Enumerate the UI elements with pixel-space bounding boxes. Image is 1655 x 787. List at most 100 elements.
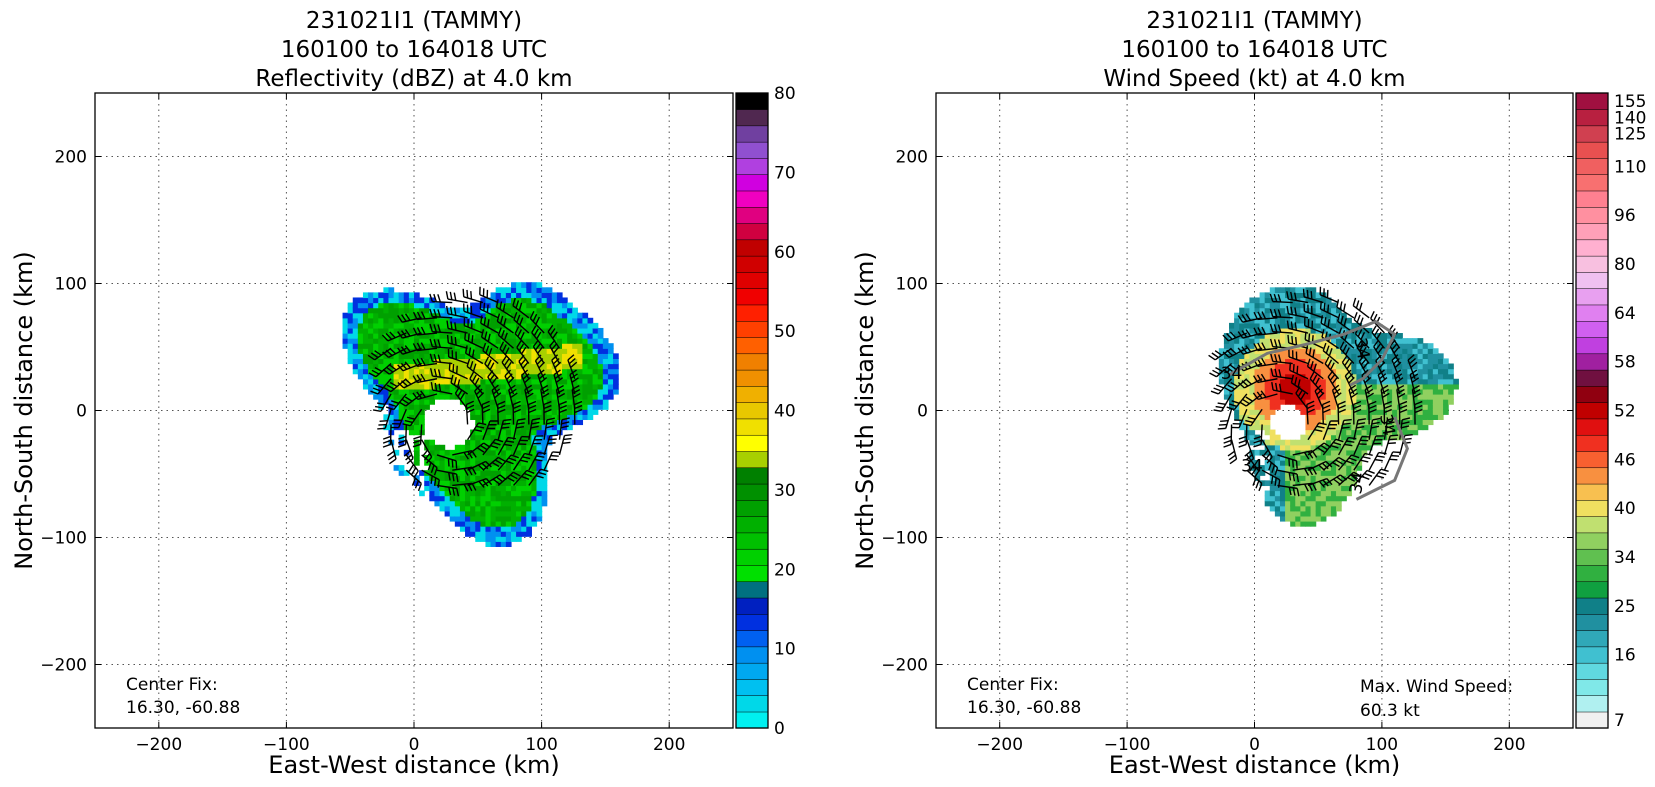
data-cell xyxy=(1336,429,1342,436)
data-cell xyxy=(434,353,441,360)
data-cell xyxy=(556,312,563,319)
data-cell xyxy=(536,444,543,451)
wind-barb-feather xyxy=(464,331,467,340)
data-cell xyxy=(1264,353,1271,360)
data-cell xyxy=(531,444,538,451)
wind-barb-feather xyxy=(514,326,520,334)
wind-barb-feather xyxy=(1386,421,1395,425)
data-cell xyxy=(495,536,502,542)
data-cell xyxy=(439,333,446,339)
data-cell xyxy=(459,388,466,395)
data-cell xyxy=(607,348,614,354)
wind-barb-feather xyxy=(480,315,483,324)
data-cell xyxy=(1341,490,1347,497)
data-cell xyxy=(597,363,604,370)
data-cell xyxy=(444,383,451,390)
wind-barb-feather xyxy=(1310,291,1313,300)
data-cell xyxy=(1336,460,1342,466)
data-cell xyxy=(526,439,532,446)
data-cell xyxy=(373,292,379,299)
data-cell xyxy=(408,338,415,344)
wind-barb-feather xyxy=(574,408,583,414)
data-cell xyxy=(516,343,522,349)
wind-barb-feather xyxy=(1295,337,1298,346)
data-cell xyxy=(424,348,430,354)
data-cell xyxy=(541,500,548,507)
wind-barb-feather xyxy=(452,487,456,496)
wind-barb-feather xyxy=(1271,464,1276,473)
data-cell xyxy=(1310,312,1317,319)
data-cell xyxy=(1315,292,1322,299)
data-cell xyxy=(1264,333,1271,339)
data-cell xyxy=(429,454,436,461)
wind-barb-feather xyxy=(484,331,488,340)
wind-barb-feather xyxy=(1218,423,1227,426)
colorbar-frame xyxy=(735,92,769,729)
data-cell xyxy=(454,510,461,517)
data-cell xyxy=(1325,419,1332,426)
data-cell xyxy=(1315,460,1322,466)
data-cell xyxy=(1264,338,1271,344)
data-cell xyxy=(1320,378,1327,385)
data-cell xyxy=(562,322,568,329)
data-cell xyxy=(536,363,543,370)
data-cell xyxy=(429,338,436,344)
data-cell xyxy=(454,388,461,395)
wind-barb-feather xyxy=(1338,456,1346,462)
data-cell xyxy=(510,358,517,365)
colorbar-tick-label: 40 xyxy=(774,402,796,422)
wind-barb-feather xyxy=(482,404,491,410)
data-cell xyxy=(1325,449,1332,456)
data-cell xyxy=(541,368,548,375)
data-cell xyxy=(516,531,522,537)
wind-barb-feather xyxy=(1372,417,1381,421)
data-cell xyxy=(373,333,379,339)
data-cell xyxy=(429,302,436,309)
wind-barb-feather xyxy=(553,346,560,354)
data-cell xyxy=(465,388,471,395)
data-cell xyxy=(1244,414,1251,420)
data-cell xyxy=(582,348,589,354)
data-cell xyxy=(459,470,466,476)
data-cell xyxy=(475,302,481,309)
data-cell xyxy=(444,368,451,375)
data-cell xyxy=(1279,495,1286,502)
data-cell xyxy=(1259,343,1266,349)
data-cell xyxy=(592,338,599,344)
data-cell xyxy=(424,327,430,334)
data-cell xyxy=(378,297,384,304)
data-cell xyxy=(1279,287,1286,293)
wind-barb-feather xyxy=(1361,475,1370,480)
data-cell xyxy=(536,399,543,405)
data-cell xyxy=(403,307,410,314)
wind-barb-feather xyxy=(1292,473,1296,482)
wind-barb-feather xyxy=(1356,340,1362,348)
data-cell xyxy=(1229,393,1235,400)
data-cell xyxy=(526,485,532,492)
data-cell xyxy=(1325,409,1332,415)
data-cell xyxy=(1361,444,1368,451)
wind-barb-feather xyxy=(1397,392,1406,398)
data-cell xyxy=(434,378,441,385)
data-cell xyxy=(1274,302,1281,309)
data-cell xyxy=(1310,327,1317,334)
wind-barb-feather xyxy=(1287,334,1290,343)
data-cell xyxy=(342,343,349,349)
data-cell xyxy=(505,292,512,299)
data-cell xyxy=(1239,307,1245,314)
data-cell xyxy=(546,322,553,329)
data-cell xyxy=(485,536,492,542)
data-cell xyxy=(485,383,492,390)
data-cell xyxy=(1336,353,1342,360)
data-cell xyxy=(439,358,446,365)
wind-barb-feather xyxy=(1353,404,1362,410)
data-cell xyxy=(434,322,441,329)
data-cell xyxy=(1325,460,1332,466)
colorbar-tick-label: 52 xyxy=(1614,402,1636,422)
data-cell xyxy=(393,363,400,370)
data-cell xyxy=(429,317,436,324)
wind-barb-feather xyxy=(1278,383,1282,392)
data-cell xyxy=(444,343,451,349)
wind-barb-feather xyxy=(506,361,512,370)
wind-barb-feather xyxy=(1245,454,1253,461)
